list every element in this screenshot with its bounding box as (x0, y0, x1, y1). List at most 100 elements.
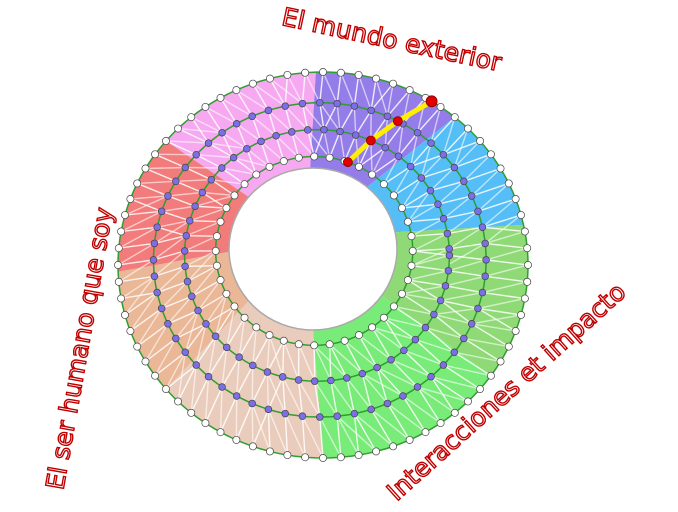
purple-node (445, 245, 453, 253)
white-node (216, 276, 225, 285)
mesh-edge (463, 167, 501, 182)
white-node (222, 289, 231, 298)
mesh-edge (252, 334, 271, 366)
mesh-edge (221, 132, 235, 158)
purple-node (439, 150, 448, 159)
mesh-edge (370, 408, 411, 441)
mesh-edge (252, 327, 257, 366)
mesh-edge (401, 203, 439, 209)
mesh-edge (284, 74, 289, 107)
mesh-edge (484, 230, 526, 245)
purple-node (367, 106, 375, 115)
mesh-edge (260, 141, 271, 167)
mesh-edge (275, 135, 300, 159)
white-node (114, 244, 123, 253)
mesh-edge (447, 226, 483, 235)
white-node (336, 68, 345, 77)
mesh-edge (251, 403, 254, 447)
mesh-edge (191, 279, 221, 297)
purple-node (383, 399, 392, 408)
mesh-edge (448, 270, 486, 277)
mesh-edge (165, 140, 209, 144)
mesh-edge (454, 351, 501, 363)
mesh-edge (124, 291, 158, 316)
mesh-edge (417, 386, 456, 414)
mesh-edge (251, 371, 269, 404)
mesh-edge (221, 132, 248, 150)
mesh-edge (370, 408, 394, 447)
mesh-edge (371, 147, 386, 175)
purple-node (467, 320, 476, 328)
white-node (389, 302, 398, 311)
white-node (121, 311, 129, 319)
mesh-edge (129, 292, 158, 332)
white-node (230, 302, 239, 311)
mesh-edge (260, 140, 285, 162)
mesh-edge (235, 89, 269, 112)
mesh-edge (236, 123, 262, 142)
white-node (368, 323, 377, 332)
white-node (436, 102, 445, 111)
mesh-edge (376, 367, 404, 397)
purple-node (278, 373, 287, 381)
mesh-edge (371, 155, 399, 176)
mesh-edge (207, 347, 228, 378)
white-node (117, 227, 126, 236)
purple-node (441, 282, 450, 290)
mesh-edge (353, 106, 357, 136)
white-node (407, 261, 416, 270)
mesh-edge (481, 198, 517, 228)
mesh-edge (376, 366, 418, 388)
white-node (398, 204, 406, 212)
purple-node (310, 377, 319, 385)
mesh-edge (330, 380, 338, 417)
purple-node (333, 412, 341, 420)
mesh-edge (238, 317, 246, 358)
purple-node (248, 112, 256, 121)
white-node (162, 136, 170, 145)
mesh-edge (120, 210, 162, 233)
mesh-edge (205, 305, 235, 325)
white-node (517, 311, 525, 319)
purple-node (287, 128, 296, 136)
white-node (504, 179, 513, 188)
mesh-edge (421, 166, 455, 179)
mesh-edge (156, 280, 188, 294)
mesh-edge (184, 235, 218, 252)
purple-node (413, 383, 422, 391)
purple-node (474, 304, 482, 313)
mesh-edge (136, 308, 163, 347)
purple-node (450, 348, 459, 357)
mesh-edge (353, 74, 360, 107)
white-node (216, 93, 225, 102)
purple-node (417, 174, 426, 182)
mesh-edge (297, 379, 321, 418)
mesh-edge (402, 395, 441, 424)
mesh-edge (361, 373, 372, 410)
mesh-edge (235, 89, 253, 117)
purple-node (180, 247, 189, 255)
mesh-edge (411, 218, 444, 237)
mesh-edge (430, 106, 442, 144)
purple-node (443, 229, 452, 238)
white-node (117, 294, 126, 303)
mesh-edge (353, 413, 394, 447)
mesh-edge (226, 306, 236, 348)
mesh-edge (221, 167, 257, 176)
mesh-edge (409, 132, 419, 167)
mesh-edge (282, 376, 304, 417)
mesh-edge (401, 190, 431, 209)
white-node (265, 447, 274, 456)
mesh-edge (251, 116, 262, 142)
mesh-edge (420, 154, 444, 179)
mesh-edge (235, 357, 240, 397)
mesh-edge (414, 339, 444, 366)
mesh-edge (330, 380, 355, 415)
mesh-edge (370, 83, 394, 111)
mesh-edge (246, 148, 257, 175)
purple-node (383, 112, 392, 121)
white-node (283, 451, 292, 460)
mesh-edge (175, 323, 207, 340)
mesh-edge (346, 377, 356, 414)
mesh-edge (339, 105, 355, 132)
